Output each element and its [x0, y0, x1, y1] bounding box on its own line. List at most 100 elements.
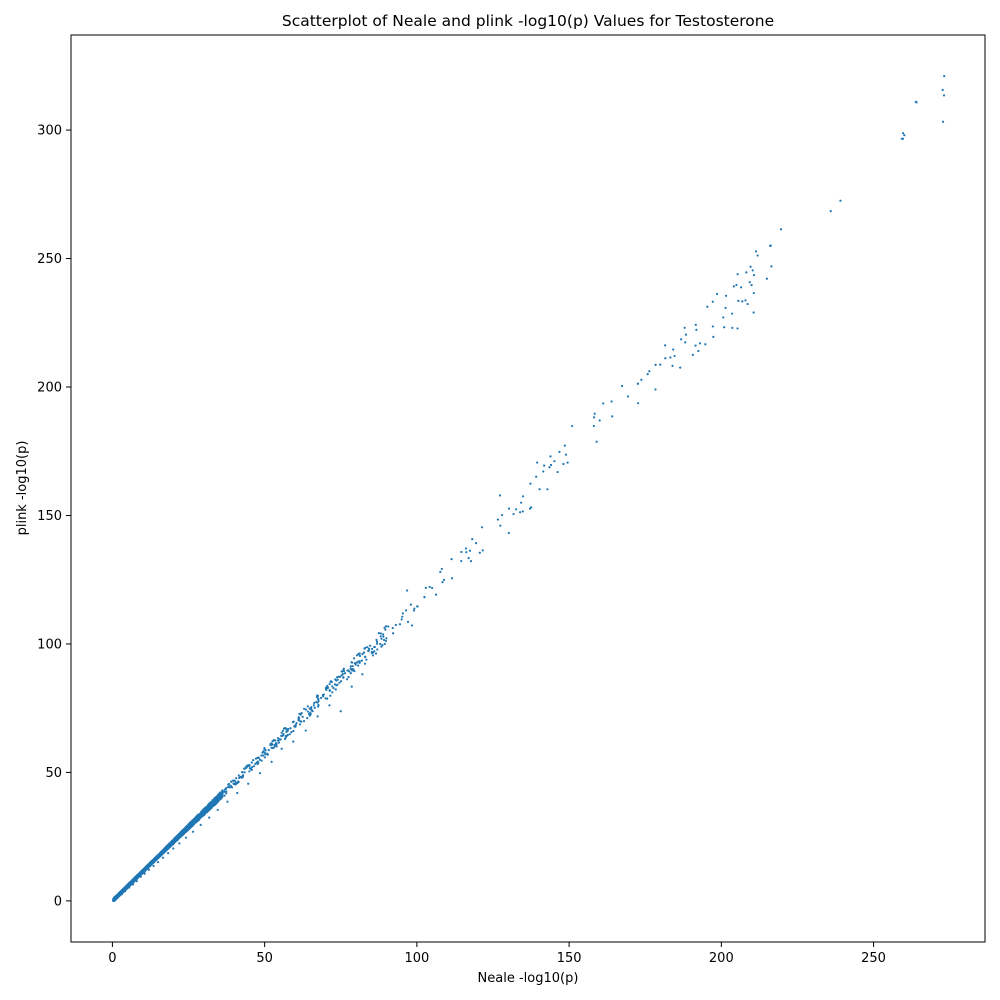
scatter-point	[181, 829, 184, 832]
scatter-point	[478, 551, 481, 554]
scatter-point	[328, 688, 331, 692]
scatter-point	[664, 344, 667, 347]
scatter-point	[384, 628, 387, 631]
scatter-point	[316, 715, 319, 718]
scatter-point	[646, 373, 649, 376]
scatter-point	[507, 507, 511, 510]
scatter-point	[260, 759, 263, 762]
scatter-point	[673, 354, 676, 358]
scatter-point	[281, 729, 285, 733]
scatter-point	[245, 766, 248, 769]
x-axis-ticks: 0 50 100 150 200 250	[108, 942, 886, 966]
scatter-point	[558, 450, 561, 453]
scatter-point	[255, 761, 258, 764]
scatter-point	[732, 285, 735, 288]
scatter-point	[942, 94, 946, 97]
scatter-point	[450, 558, 453, 561]
scatter-point	[464, 547, 468, 550]
scatter-point	[292, 729, 295, 733]
scatter-point	[216, 808, 219, 812]
scatter-point	[133, 878, 137, 881]
scatter-point	[143, 869, 146, 872]
scatter-point	[512, 512, 515, 516]
scatter-point	[900, 137, 903, 140]
scatter-point	[566, 461, 569, 464]
scatter-point	[361, 673, 364, 676]
x-tick-label: 50	[256, 951, 273, 966]
scatter-point	[324, 697, 327, 700]
scatter-point	[364, 662, 367, 665]
scatter-point	[515, 508, 518, 511]
scatter-point	[175, 839, 178, 842]
scatter-point	[367, 647, 371, 650]
scatter-point	[370, 647, 374, 651]
scatter-point	[468, 549, 472, 552]
scatter-point	[236, 791, 239, 795]
scatter-point	[353, 662, 356, 665]
scatter-point	[302, 720, 306, 723]
scatter-point	[355, 654, 359, 657]
scatter-point	[154, 858, 158, 861]
scatter-point	[423, 596, 426, 599]
scatter-point	[252, 765, 256, 768]
scatter-point	[409, 603, 412, 606]
scatter-point	[208, 802, 211, 806]
scatter-point	[371, 654, 375, 657]
scatter-point	[546, 488, 549, 491]
scatter-point	[352, 657, 356, 660]
y-tick-label: 200	[37, 381, 62, 396]
scatter-point	[376, 648, 379, 651]
scatter-point	[598, 419, 601, 422]
scatter-point	[226, 800, 229, 803]
scatter-point	[143, 872, 146, 875]
scatter-point	[261, 751, 264, 754]
scatter-point	[357, 652, 360, 656]
scatter-point	[400, 618, 403, 621]
scatter-point	[379, 635, 382, 638]
y-axis-label: plink -log10(p)	[15, 441, 30, 536]
scatter-point	[735, 283, 738, 287]
scatter-point	[745, 271, 748, 274]
scatter-point	[362, 651, 366, 654]
y-tick-label: 150	[37, 509, 62, 524]
scatter-point	[593, 412, 596, 415]
scatter-point	[654, 363, 657, 367]
scatter-point	[358, 661, 361, 664]
scatter-point	[328, 704, 331, 707]
scatter-point	[304, 729, 307, 732]
scatter-point	[160, 852, 163, 855]
scatter-point	[374, 652, 378, 655]
scatter-point	[208, 808, 211, 812]
scatter-point	[439, 570, 442, 574]
scatter-point	[711, 300, 714, 303]
scatter-point	[654, 388, 657, 391]
scatter-point	[263, 756, 266, 759]
scatter-point	[564, 453, 568, 456]
scatter-point	[156, 860, 160, 864]
scatter-point	[147, 868, 151, 871]
scatter-point	[290, 731, 293, 734]
scatter-point	[216, 795, 219, 798]
scatter-point	[749, 265, 752, 268]
scatter-point	[176, 835, 179, 838]
scatter-point	[221, 795, 224, 798]
scatter-point	[380, 637, 383, 640]
scatter-point	[360, 659, 363, 662]
scatter-point	[914, 100, 917, 103]
scatter-point	[698, 342, 702, 345]
scatter-point	[140, 872, 143, 875]
scatter-point	[370, 652, 374, 655]
scatter-point	[334, 678, 337, 681]
scatter-point	[161, 856, 165, 859]
scatter-point	[752, 311, 755, 314]
scatter-point	[342, 667, 345, 670]
scatter-point	[322, 693, 325, 696]
scatter-point	[691, 353, 694, 356]
scatter-point	[330, 680, 333, 683]
scatter-point	[355, 661, 358, 664]
scatter-point	[428, 585, 431, 589]
scatter-point	[257, 761, 260, 764]
scatter-point	[383, 626, 386, 629]
scatter-point	[331, 691, 334, 694]
